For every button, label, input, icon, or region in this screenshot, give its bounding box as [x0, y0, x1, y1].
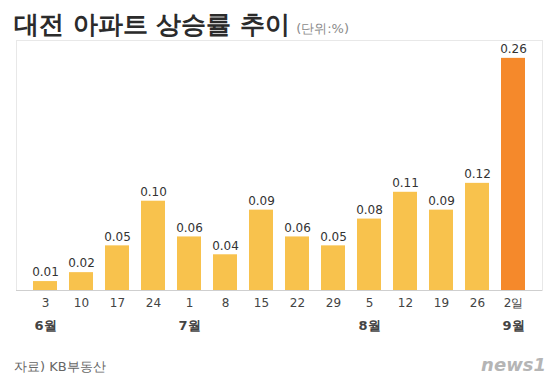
svg-text:7월: 7월: [178, 318, 200, 333]
svg-text:26: 26: [470, 296, 485, 310]
svg-text:29: 29: [326, 296, 341, 310]
svg-text:8월: 8월: [358, 318, 380, 333]
svg-text:0.09: 0.09: [428, 194, 455, 208]
svg-text:0.06: 0.06: [176, 221, 203, 235]
svg-text:8: 8: [222, 296, 230, 310]
svg-text:17: 17: [110, 296, 125, 310]
svg-text:0.05: 0.05: [320, 230, 347, 244]
html-text:news1: news1: [481, 354, 546, 375]
svg-text:0.05: 0.05: [104, 230, 131, 244]
svg-text:0.01: 0.01: [32, 265, 59, 279]
svg-text:0.11: 0.11: [392, 176, 419, 190]
svg-text:6월: 6월: [34, 318, 56, 333]
html-text:대전 아파트 상승률 추이 (단위:%): 대전 아파트 상승률 추이 (단위:%): [14, 10, 349, 39]
svg-text:0.09: 0.09: [248, 194, 275, 208]
html-text:자료) KB부동산: 자료) KB부동산: [14, 359, 106, 374]
svg-text:10: 10: [74, 296, 89, 310]
svg-text:24: 24: [146, 296, 161, 310]
svg-text:0.12: 0.12: [464, 167, 491, 181]
svg-text:0.08: 0.08: [356, 203, 383, 217]
svg-text:5: 5: [366, 296, 374, 310]
svg-text:12: 12: [398, 296, 413, 310]
svg-text:0.10: 0.10: [140, 185, 167, 199]
svg-text:19: 19: [434, 296, 449, 310]
svg-text:2일: 2일: [504, 296, 524, 310]
svg-text:15: 15: [254, 296, 269, 310]
svg-text:0.06: 0.06: [284, 221, 311, 235]
svg-text:3: 3: [42, 296, 50, 310]
svg-text:0.26: 0.26: [500, 42, 527, 56]
svg-text:22: 22: [290, 296, 305, 310]
svg-text:0.04: 0.04: [212, 239, 239, 253]
svg-text:9월: 9월: [502, 318, 524, 333]
svg-text:0.02: 0.02: [68, 256, 95, 270]
svg-text:1: 1: [186, 296, 194, 310]
